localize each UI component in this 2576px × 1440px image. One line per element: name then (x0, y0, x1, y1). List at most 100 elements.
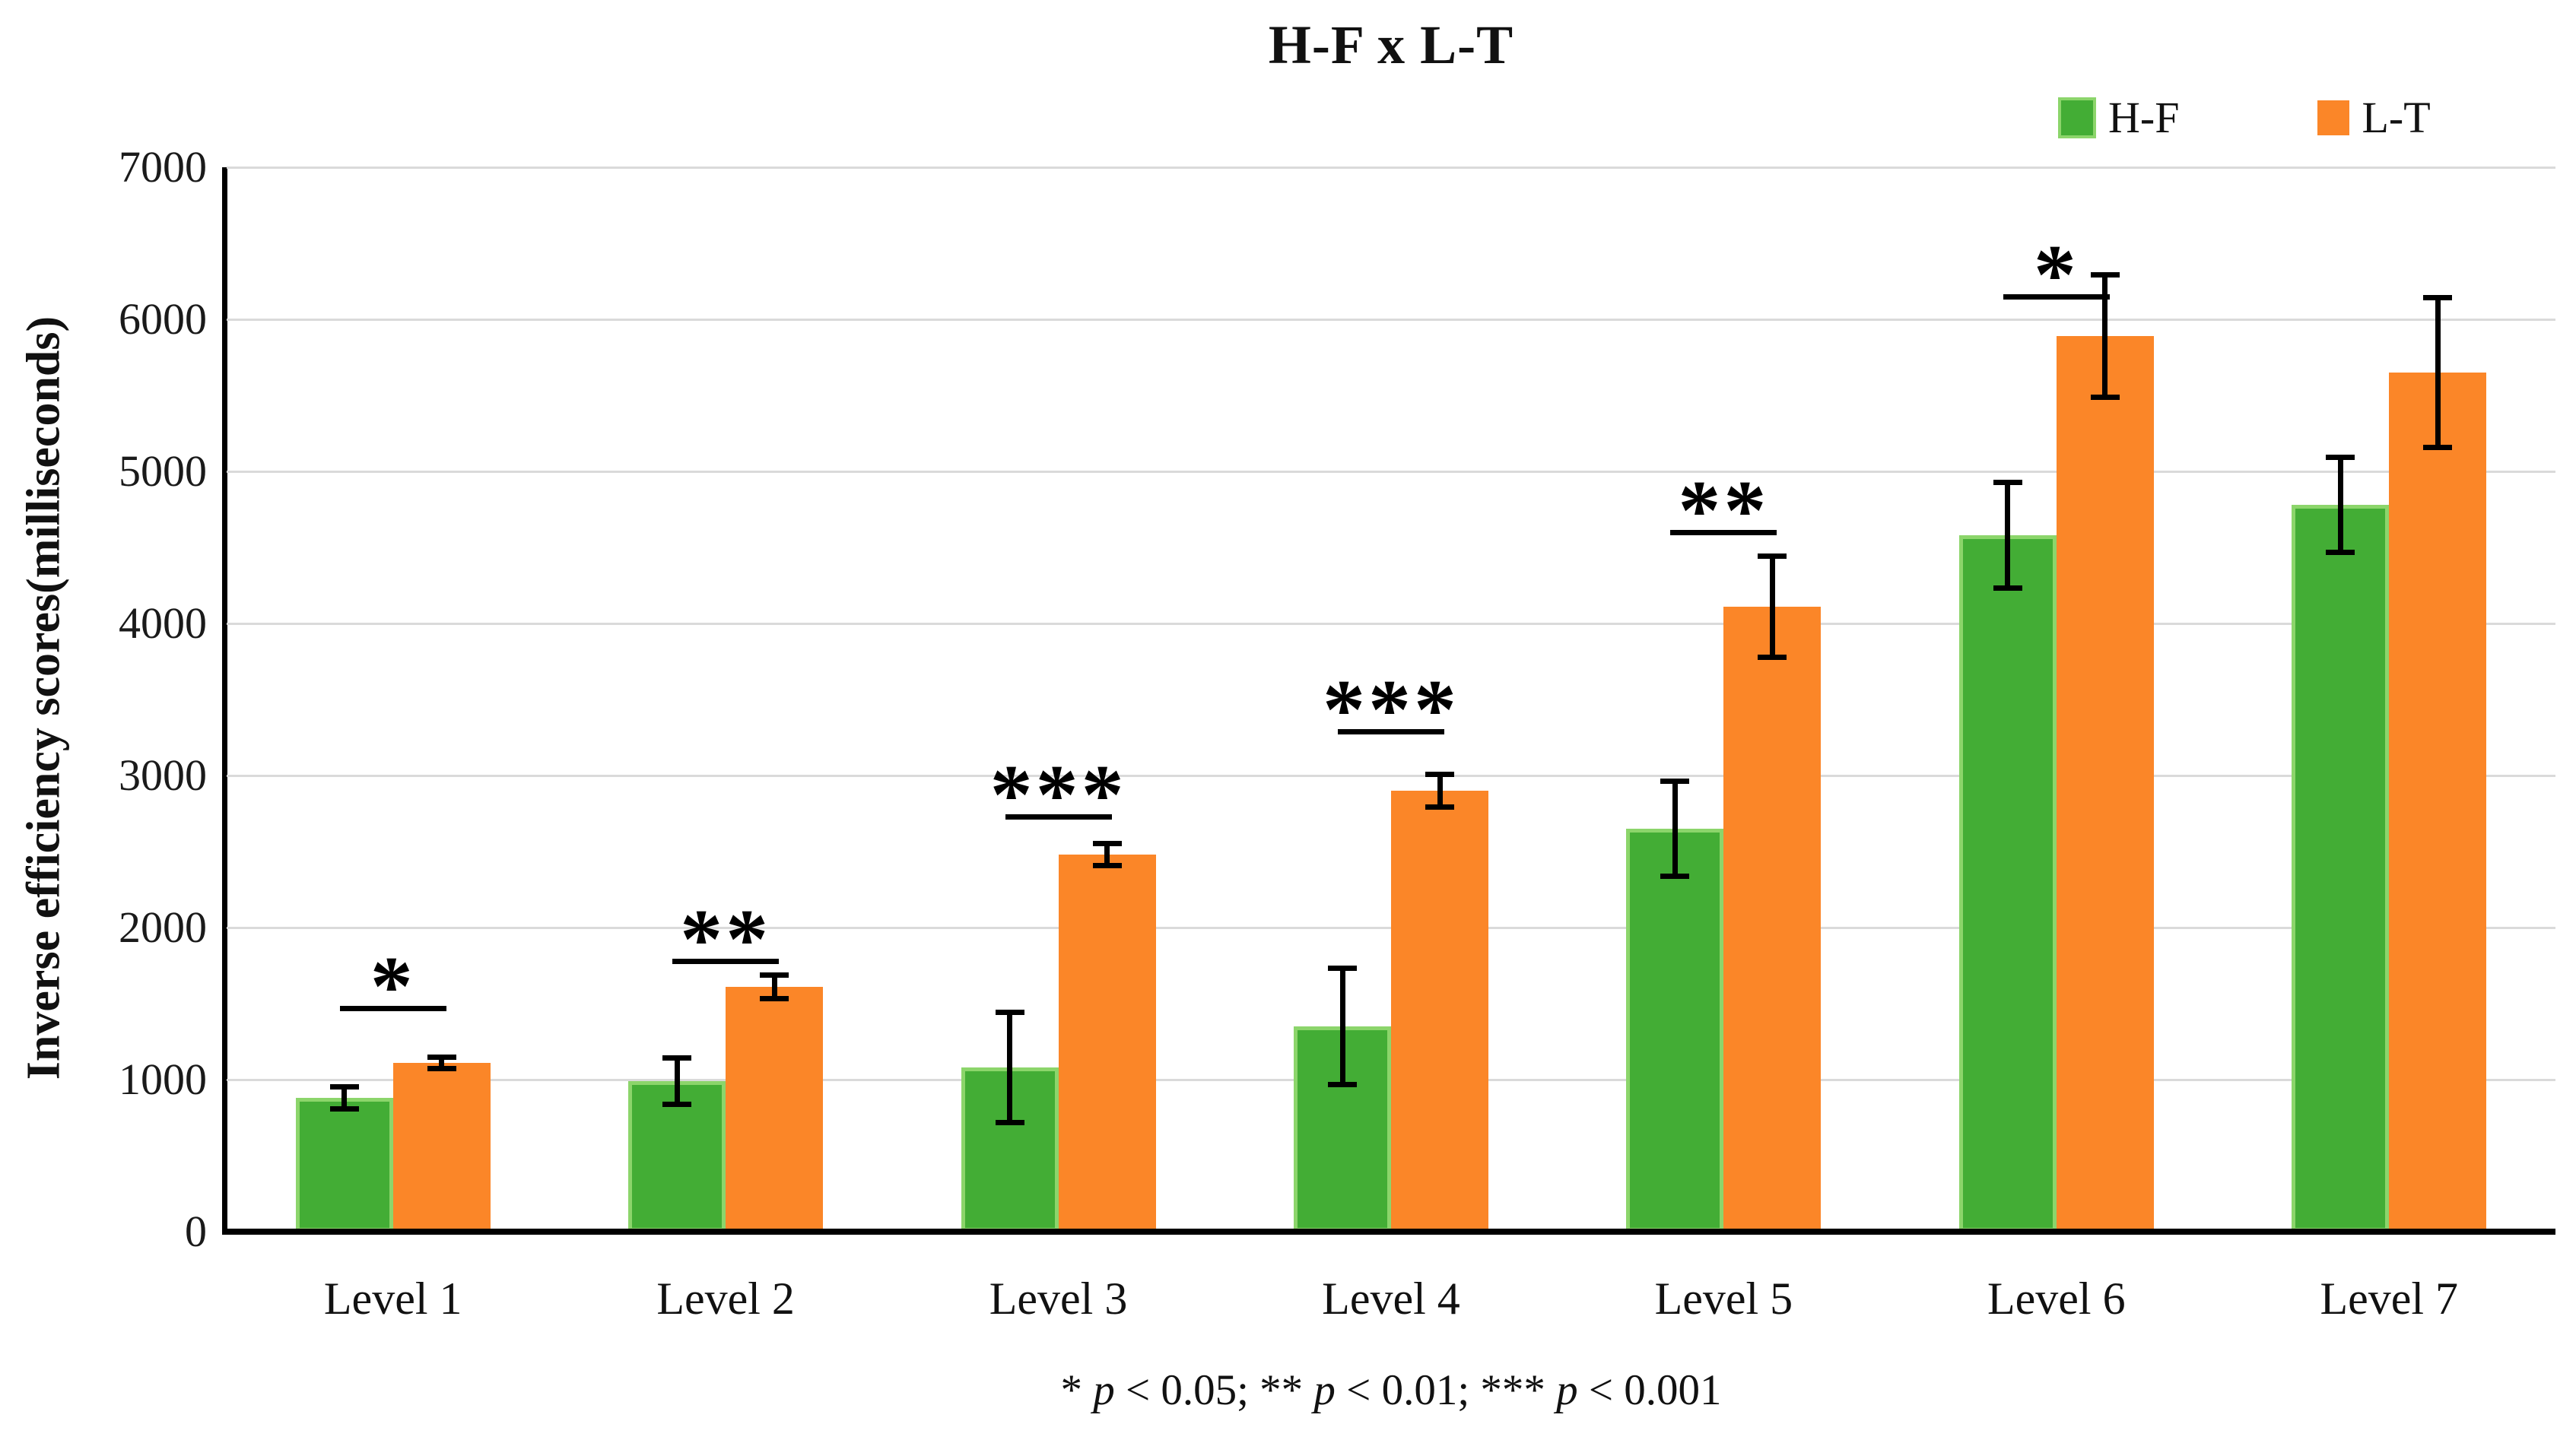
y-tick-label-1000: 1000 (119, 1055, 207, 1104)
error-bar-cap-top (2423, 295, 2453, 300)
footnote-p-italic: p (1093, 1366, 1115, 1414)
error-bar-stem (439, 1055, 445, 1071)
error-bar-cap-top (1993, 480, 2022, 485)
plot-area: * ** *** *** ** * (222, 167, 2555, 1235)
error-bar-stem (1104, 841, 1110, 868)
gridline-6000 (227, 319, 2555, 321)
error-bar-stem (2102, 272, 2108, 400)
footnote-segment: < 0.05; ** (1114, 1366, 1314, 1414)
x-label-level-4: Level 4 (1322, 1273, 1460, 1324)
significance-stars-level-3: *** (989, 748, 1127, 842)
footnote-segment: * (1060, 1366, 1094, 1414)
error-bar-cap-bottom (2090, 395, 2120, 400)
significance-line-level-6 (2003, 294, 2110, 300)
error-bar-cap-bottom (1328, 1082, 1357, 1087)
lt-bar-level-3 (1058, 855, 1156, 1232)
significance-line-level-3 (1005, 814, 1112, 820)
y-axis-title: Inverse efficiency scores(milliseconds) (17, 316, 70, 1080)
error-bar-cap-bottom (329, 1106, 359, 1112)
error-bar-cap-bottom (1425, 804, 1454, 810)
error-bar-stem (341, 1084, 348, 1112)
x-label-level-6: Level 6 (1987, 1273, 2126, 1324)
error-bar-cap-top (329, 1084, 359, 1090)
error-bar-cap-bottom (2423, 445, 2453, 450)
error-bar-cap-bottom (2326, 550, 2355, 555)
hf-bar-level-4 (1294, 1026, 1391, 1232)
error-bar-cap-top (662, 1055, 692, 1061)
error-bar-cap-bottom (1092, 863, 1122, 868)
lt-legend-label: L-T (2362, 93, 2431, 142)
error-bar-stem (2435, 295, 2441, 450)
x-label-level-3: Level 3 (989, 1273, 1128, 1324)
gridline-3000 (227, 775, 2555, 777)
lt-legend-swatch (2317, 100, 2350, 135)
x-label-level-5: Level 5 (1654, 1273, 1793, 1324)
legend-item-lt: L-T (2317, 93, 2431, 142)
gridline-5000 (227, 471, 2555, 473)
error-bar-stem (2337, 455, 2343, 555)
y-tick-label-2000: 2000 (119, 902, 207, 952)
lt-bar-level-4 (1391, 791, 1488, 1232)
y-tick-label-4000: 4000 (119, 598, 207, 648)
lt-bar-level-5 (1723, 607, 1822, 1232)
y-tick-label-5000: 5000 (119, 446, 207, 496)
error-bar-cap-top (760, 972, 789, 978)
error-bar-stem (1437, 772, 1443, 810)
y-tick-label-7000: 7000 (119, 142, 207, 192)
footnote-segment: < 0.001 (1577, 1366, 1722, 1414)
y-tick-label-3000: 3000 (119, 750, 207, 800)
x-axis-labels: Level 1 Level 2 Level 3 Level 4 Level 5 Level… (227, 1274, 2555, 1323)
error-bar-cap-bottom (1660, 874, 1690, 879)
error-bar-cap-top (427, 1055, 456, 1060)
footnote-segment: < 0.01; *** (1335, 1366, 1557, 1414)
significance-line-level-2 (672, 959, 780, 964)
hf-bar-level-5 (1626, 829, 1724, 1232)
lt-bar-level-6 (2056, 336, 2154, 1232)
footnote-p-italic: p (1556, 1366, 1578, 1414)
error-bar-stem (1672, 779, 1678, 879)
lt-bar-level-2 (726, 987, 824, 1232)
hf-legend-swatch (2058, 97, 2096, 138)
footnote-p-italic: p (1313, 1366, 1336, 1414)
lt-bar-level-1 (392, 1063, 491, 1232)
error-bar-stem (674, 1055, 680, 1107)
error-bar-cap-bottom (995, 1120, 1024, 1125)
error-bar-cap-bottom (760, 996, 789, 1001)
error-bar-cap-bottom (427, 1066, 456, 1071)
significance-footnote: * p < 0.05; ** p < 0.01; *** p < 0.001 (227, 1365, 2555, 1415)
significance-line-level-1 (339, 1006, 446, 1011)
x-label-level-1: Level 1 (323, 1273, 462, 1324)
error-bar-cap-top (995, 1010, 1024, 1015)
error-bar-cap-bottom (1993, 585, 2022, 591)
hf-legend-label: H-F (2108, 93, 2180, 142)
error-bar-cap-top (1425, 772, 1454, 777)
gridline-7000 (227, 167, 2555, 169)
significance-stars-level-2: ** (680, 893, 772, 987)
hf-bar-level-1 (295, 1098, 393, 1232)
error-bar-cap-top (1758, 553, 1787, 559)
significance-stars-level-5: ** (1678, 464, 1770, 558)
hf-bar-level-7 (2292, 505, 2390, 1232)
error-bar-stem (1339, 966, 1345, 1087)
legend: H-F L-T (2058, 93, 2431, 142)
error-bar-stem (771, 972, 777, 1001)
significance-stars-level-1: * (370, 940, 416, 1034)
gridline-4000 (227, 623, 2555, 625)
chart-title: H-F x L-T (1268, 14, 1514, 75)
hf-bar-level-6 (1958, 535, 2057, 1232)
significance-line-level-5 (1670, 530, 1777, 535)
y-tick-label-6000: 6000 (119, 294, 207, 344)
error-bar-stem (2005, 480, 2011, 591)
error-bar-cap-top (1660, 779, 1690, 784)
y-tick-label-0: 0 (185, 1207, 207, 1256)
legend-item-hf: H-F (2058, 93, 2180, 142)
error-bar-cap-bottom (662, 1102, 692, 1107)
lt-bar-level-7 (2389, 373, 2487, 1232)
significance-line-level-4 (1338, 729, 1444, 734)
error-bar-cap-bottom (1758, 655, 1787, 660)
error-bar-stem (1769, 553, 1775, 660)
significance-stars-level-4: *** (1323, 663, 1460, 757)
error-bar-stem (1007, 1010, 1013, 1125)
y-axis-line (222, 167, 227, 1235)
x-label-level-2: Level 2 (656, 1273, 795, 1324)
